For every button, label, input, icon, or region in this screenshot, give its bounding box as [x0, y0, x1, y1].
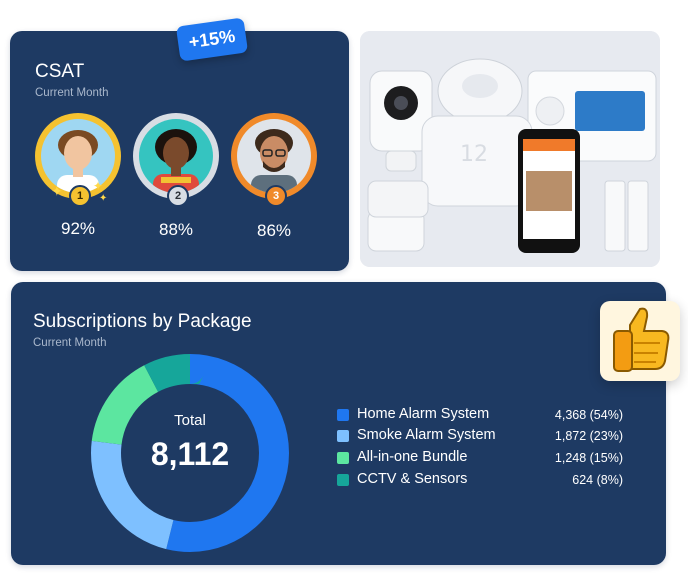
csat-title: CSAT — [35, 61, 85, 82]
total-value: 8,112 — [150, 436, 230, 472]
avatar — [237, 119, 311, 193]
avatar — [41, 119, 115, 193]
avatar — [139, 119, 213, 193]
subscriptions-subtitle: Current Month — [33, 337, 107, 349]
agent-score-3: 86% — [256, 221, 292, 240]
legend-label: Home Alarm System — [357, 406, 490, 422]
thumbs-up-icon — [600, 301, 680, 381]
legend-value: 624 (8%) — [572, 473, 623, 487]
product-photo: 12 — [360, 31, 660, 267]
csat-subtitle: Current Month — [35, 87, 109, 99]
subscriptions-donut-chart — [91, 354, 289, 552]
legend-item-cctv[interactable]: CCTV & Sensors 624 (8%) — [337, 471, 657, 491]
legend-label: Smoke Alarm System — [357, 427, 496, 443]
agent-avatar-1[interactable]: 1 ✦ ✦ ✦ — [35, 113, 121, 207]
legend-swatch — [337, 452, 349, 464]
sparkle-icon: ✦ — [93, 179, 104, 193]
legend-item-smoke-alarm[interactable]: Smoke Alarm System 1,872 (23%) — [337, 427, 657, 447]
legend-label: CCTV & Sensors — [357, 471, 468, 487]
csat-card: CSAT Current Month 1 ✦ ✦ ✦ 92% — [10, 31, 349, 271]
rank-badge-gold: 1 — [69, 185, 91, 207]
donut-slice-2[interactable] — [91, 354, 289, 552]
agent-score-2: 88% — [158, 220, 194, 239]
svg-text:12: 12 — [460, 142, 488, 167]
rank-badge-silver: 2 — [167, 185, 189, 207]
sparkle-icon: ✦ — [99, 193, 108, 204]
legend-label: All-in-one Bundle — [357, 449, 468, 465]
total-label: Total — [174, 412, 206, 429]
legend-swatch — [337, 409, 349, 421]
legend-swatch — [337, 474, 349, 486]
agent-score-1: 92% — [60, 219, 96, 238]
subscriptions-title: Subscriptions by Package — [33, 311, 252, 332]
legend-value: 1,248 (15%) — [554, 451, 623, 465]
legend-swatch — [337, 430, 349, 442]
agent-avatar-3[interactable]: 3 — [231, 113, 317, 207]
agent-avatar-2[interactable]: 2 — [133, 113, 219, 207]
legend-item-all-in-one[interactable]: All-in-one Bundle 1,248 (15%) — [337, 449, 657, 469]
legend-value: 4,368 (54%) — [554, 408, 623, 422]
donut-slice-4[interactable] — [91, 354, 289, 552]
sparkle-icon: ✦ — [51, 183, 63, 199]
legend-value: 1,872 (23%) — [554, 429, 623, 443]
subscriptions-card: Subscriptions by Package Current Month T… — [11, 282, 666, 565]
legend-item-home-alarm[interactable]: Home Alarm System 4,368 (54%) — [337, 406, 657, 426]
rank-badge-bronze: 3 — [265, 185, 287, 207]
